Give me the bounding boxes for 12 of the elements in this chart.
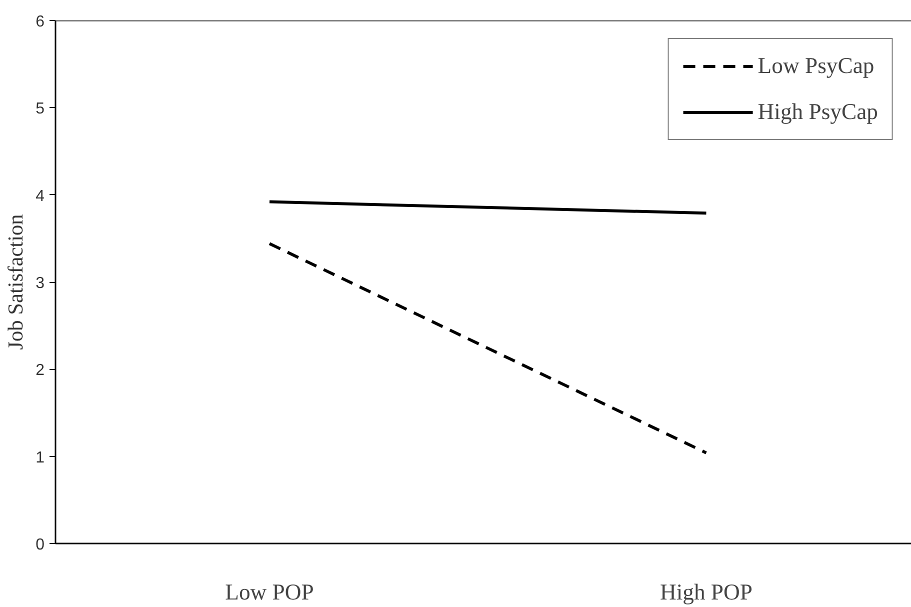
legend-label: High PsyCap bbox=[758, 99, 878, 125]
y-tick-label: 5 bbox=[36, 100, 45, 118]
y-tick-label: 1 bbox=[36, 449, 45, 466]
y-tick-label: 4 bbox=[36, 188, 45, 205]
x-tick-label: Low POP bbox=[225, 580, 314, 604]
y-tick-label: 3 bbox=[36, 275, 45, 292]
y-tick-label: 6 bbox=[36, 14, 45, 30]
y-tick-label: 2 bbox=[36, 362, 45, 380]
x-tick-label: High POP bbox=[660, 580, 753, 604]
y-tick-label: 0 bbox=[36, 536, 45, 554]
y-axis-title: Job Satisfaction bbox=[4, 214, 28, 350]
legend-label: Low PsyCap bbox=[758, 53, 874, 79]
